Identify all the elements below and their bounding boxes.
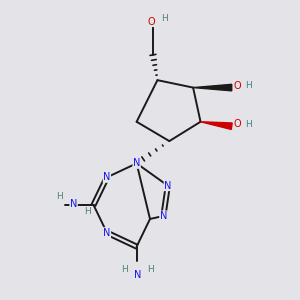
Text: O: O bbox=[148, 16, 155, 27]
Text: H: H bbox=[84, 207, 91, 216]
Polygon shape bbox=[200, 122, 232, 130]
Text: O: O bbox=[234, 81, 242, 91]
Text: H: H bbox=[246, 81, 252, 90]
Text: H: H bbox=[56, 192, 63, 201]
Text: N: N bbox=[133, 158, 140, 168]
Text: H: H bbox=[161, 14, 168, 22]
Text: N: N bbox=[164, 181, 172, 191]
Text: H: H bbox=[121, 265, 128, 274]
Text: H: H bbox=[148, 265, 154, 274]
Text: N: N bbox=[103, 172, 111, 182]
Polygon shape bbox=[193, 84, 232, 91]
Text: N: N bbox=[160, 211, 167, 221]
Text: O: O bbox=[234, 119, 242, 129]
Text: N: N bbox=[70, 200, 77, 209]
Text: N: N bbox=[103, 228, 111, 238]
Text: H: H bbox=[246, 120, 252, 129]
Text: N: N bbox=[134, 270, 141, 280]
